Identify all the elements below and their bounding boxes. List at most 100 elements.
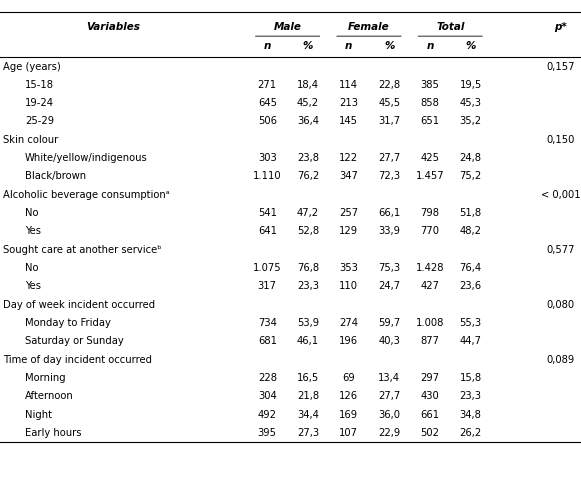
Text: 33,9: 33,9 xyxy=(378,227,400,236)
Text: Female: Female xyxy=(348,22,390,31)
Text: 27,7: 27,7 xyxy=(378,391,400,401)
Text: 46,1: 46,1 xyxy=(297,336,319,346)
Text: 23,8: 23,8 xyxy=(297,153,319,163)
Text: 16,5: 16,5 xyxy=(297,373,319,383)
Text: 502: 502 xyxy=(421,428,439,438)
Text: 23,3: 23,3 xyxy=(297,281,319,291)
Text: 385: 385 xyxy=(421,80,439,90)
Text: 274: 274 xyxy=(339,318,358,328)
Text: 25-29: 25-29 xyxy=(25,117,54,126)
Text: 55,3: 55,3 xyxy=(460,318,482,328)
Text: 23,3: 23,3 xyxy=(460,391,482,401)
Text: 1.428: 1.428 xyxy=(415,263,444,273)
Text: 169: 169 xyxy=(339,410,358,419)
Text: 35,2: 35,2 xyxy=(460,117,482,126)
Text: Night: Night xyxy=(25,410,52,419)
Text: Time of day incident occurred: Time of day incident occurred xyxy=(3,355,152,364)
Text: 317: 317 xyxy=(258,281,277,291)
Text: 36,0: 36,0 xyxy=(378,410,400,419)
Text: 858: 858 xyxy=(421,98,439,108)
Text: 425: 425 xyxy=(421,153,439,163)
Text: 40,3: 40,3 xyxy=(378,336,400,346)
Text: 257: 257 xyxy=(339,208,358,218)
Text: 297: 297 xyxy=(421,373,439,383)
Text: 1.075: 1.075 xyxy=(253,263,282,273)
Text: 645: 645 xyxy=(258,98,277,108)
Text: 427: 427 xyxy=(421,281,439,291)
Text: Monday to Friday: Monday to Friday xyxy=(25,318,111,328)
Text: 34,4: 34,4 xyxy=(297,410,319,419)
Text: Variables: Variables xyxy=(87,22,140,31)
Text: 22,8: 22,8 xyxy=(378,80,400,90)
Text: 1.457: 1.457 xyxy=(415,172,444,181)
Text: 681: 681 xyxy=(258,336,277,346)
Text: Yes: Yes xyxy=(25,281,41,291)
Text: 22,9: 22,9 xyxy=(378,428,400,438)
Text: Total: Total xyxy=(436,22,464,31)
Text: 48,2: 48,2 xyxy=(460,227,482,236)
Text: %: % xyxy=(384,41,394,51)
Text: 52,8: 52,8 xyxy=(297,227,319,236)
Text: 53,9: 53,9 xyxy=(297,318,319,328)
Text: 395: 395 xyxy=(258,428,277,438)
Text: Early hours: Early hours xyxy=(25,428,81,438)
Text: 506: 506 xyxy=(258,117,277,126)
Text: 76,8: 76,8 xyxy=(297,263,319,273)
Text: 1.110: 1.110 xyxy=(253,172,282,181)
Text: Day of week incident occurred: Day of week incident occurred xyxy=(3,300,155,309)
Text: 47,2: 47,2 xyxy=(297,208,319,218)
Text: p*: p* xyxy=(554,22,567,31)
Text: 19-24: 19-24 xyxy=(25,98,54,108)
Text: %: % xyxy=(465,41,476,51)
Text: n: n xyxy=(426,41,433,51)
Text: 107: 107 xyxy=(339,428,358,438)
Text: 114: 114 xyxy=(339,80,358,90)
Text: Age (years): Age (years) xyxy=(3,62,60,71)
Text: Black/brown: Black/brown xyxy=(25,172,86,181)
Text: 51,8: 51,8 xyxy=(460,208,482,218)
Text: n: n xyxy=(345,41,352,51)
Text: 45,2: 45,2 xyxy=(297,98,319,108)
Text: 145: 145 xyxy=(339,117,358,126)
Text: 228: 228 xyxy=(258,373,277,383)
Text: 21,8: 21,8 xyxy=(297,391,319,401)
Text: 18,4: 18,4 xyxy=(297,80,319,90)
Text: 734: 734 xyxy=(258,318,277,328)
Text: 19,5: 19,5 xyxy=(460,80,482,90)
Text: 59,7: 59,7 xyxy=(378,318,400,328)
Text: Skin colour: Skin colour xyxy=(3,135,58,145)
Text: Morning: Morning xyxy=(25,373,66,383)
Text: 76,4: 76,4 xyxy=(460,263,482,273)
Text: Alcoholic beverage consumptionᵃ: Alcoholic beverage consumptionᵃ xyxy=(3,190,170,200)
Text: 0,577: 0,577 xyxy=(546,245,575,254)
Text: 26,2: 26,2 xyxy=(460,428,482,438)
Text: Male: Male xyxy=(274,22,302,31)
Text: 75,2: 75,2 xyxy=(460,172,482,181)
Text: 661: 661 xyxy=(421,410,439,419)
Text: 66,1: 66,1 xyxy=(378,208,400,218)
Text: 24,7: 24,7 xyxy=(378,281,400,291)
Text: 31,7: 31,7 xyxy=(378,117,400,126)
Text: 45,5: 45,5 xyxy=(378,98,400,108)
Text: 0,080: 0,080 xyxy=(547,300,575,309)
Text: 15,8: 15,8 xyxy=(460,373,482,383)
Text: 770: 770 xyxy=(421,227,439,236)
Text: %: % xyxy=(303,41,313,51)
Text: 492: 492 xyxy=(258,410,277,419)
Text: 1.008: 1.008 xyxy=(416,318,444,328)
Text: No: No xyxy=(25,208,38,218)
Text: 44,7: 44,7 xyxy=(460,336,482,346)
Text: 75,3: 75,3 xyxy=(378,263,400,273)
Text: 271: 271 xyxy=(258,80,277,90)
Text: No: No xyxy=(25,263,38,273)
Text: Sought care at another serviceᵇ: Sought care at another serviceᵇ xyxy=(3,245,162,254)
Text: 45,3: 45,3 xyxy=(460,98,482,108)
Text: 213: 213 xyxy=(339,98,358,108)
Text: 196: 196 xyxy=(339,336,358,346)
Text: n: n xyxy=(264,41,271,51)
Text: 15-18: 15-18 xyxy=(25,80,54,90)
Text: 304: 304 xyxy=(258,391,277,401)
Text: 23,6: 23,6 xyxy=(460,281,482,291)
Text: 541: 541 xyxy=(258,208,277,218)
Text: 76,2: 76,2 xyxy=(297,172,319,181)
